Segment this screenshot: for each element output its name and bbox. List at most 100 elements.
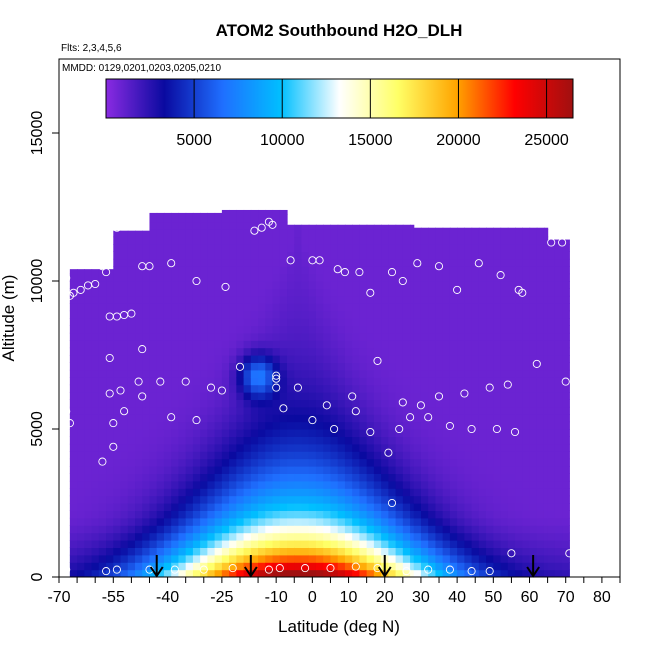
field-cell [149,436,158,445]
field-cell [308,495,317,504]
field-cell [507,488,516,497]
field-cell [344,451,353,460]
field-cell [359,244,368,252]
field-cell [178,214,187,223]
field-cell [221,517,230,526]
field-cell [178,503,187,511]
field-cell [287,295,295,304]
field-cell [428,525,437,534]
field-cell [98,421,107,430]
field-cell [420,369,429,378]
field-cell [543,473,549,482]
field-cell [243,421,252,430]
field-cell [207,288,216,297]
field-cell [91,473,100,482]
field-cell [442,473,451,482]
field-cell [522,525,531,534]
field-cell [243,451,252,460]
field-cell [171,266,180,275]
field-cell [127,532,136,541]
field-cell [536,377,545,386]
field-cell [315,325,324,334]
field-cell [493,384,502,393]
latitude-arrow [526,555,540,578]
field-cell [221,458,230,467]
field-cell [287,421,295,430]
field-cell [142,369,151,378]
field-cell [547,244,556,252]
field-cell [428,429,437,437]
field-cell [156,421,165,430]
field-cell [515,258,523,267]
field-cell [301,562,310,571]
field-cell [192,414,201,423]
sample-point [387,498,397,508]
field-cell [200,347,208,356]
field-cell [344,532,353,541]
field-cell [344,421,353,430]
field-cell [471,266,480,275]
field-cell [98,495,107,504]
field-cell [547,443,556,452]
field-cell [192,377,201,386]
field-cell [163,325,172,334]
field-cell [229,554,237,563]
field-cell [171,429,180,437]
field-cell [301,503,310,511]
field-cell [337,332,346,341]
colorbar-tick-label: 20000 [436,132,481,149]
field-cell [156,310,165,319]
field-cell [163,392,172,400]
field-cell [243,569,252,577]
field-cell [192,325,201,334]
field-cell [507,318,516,326]
field-cell [294,473,303,482]
field-cell [536,525,545,534]
field-cell [142,406,151,415]
field-cell [478,377,487,386]
field-cell [135,230,143,238]
field-cell [359,369,368,378]
field-cell [84,488,93,497]
field-cell [395,569,404,577]
field-cell [236,325,245,334]
colorbar-gradient [105,78,574,119]
field-cell [127,399,136,408]
field-cell [178,532,187,541]
field-cell [522,340,531,349]
field-cell [192,214,201,223]
field-cell [250,554,259,563]
field-cell [529,229,538,238]
field-cell [149,473,158,482]
field-cell [359,414,368,423]
field-cell [543,547,549,556]
field-cell [200,451,208,460]
field-cell [135,532,143,541]
field-cell [106,525,114,534]
field-cell [478,517,487,526]
field-cell [106,532,114,541]
field-cell [77,281,85,289]
field-cell [84,384,93,393]
field-cell [366,281,375,289]
field-cell [442,392,451,400]
field-cell [344,355,353,363]
field-cell [149,212,158,215]
field-cell [265,384,274,393]
field-cell [200,466,208,474]
field-cell [359,480,368,489]
field-cell [457,406,465,415]
field-cell [207,355,216,363]
field-cell [402,369,411,378]
field-cell [515,355,523,363]
field-cell [200,377,208,386]
field-cell [91,480,100,489]
field-cell [77,495,85,504]
field-cell [192,488,201,497]
field-cell [185,473,194,482]
field-cell [258,273,266,282]
field-cell [500,451,509,460]
field-cell [449,399,458,408]
field-cell [547,554,556,563]
field-cell [442,562,451,571]
